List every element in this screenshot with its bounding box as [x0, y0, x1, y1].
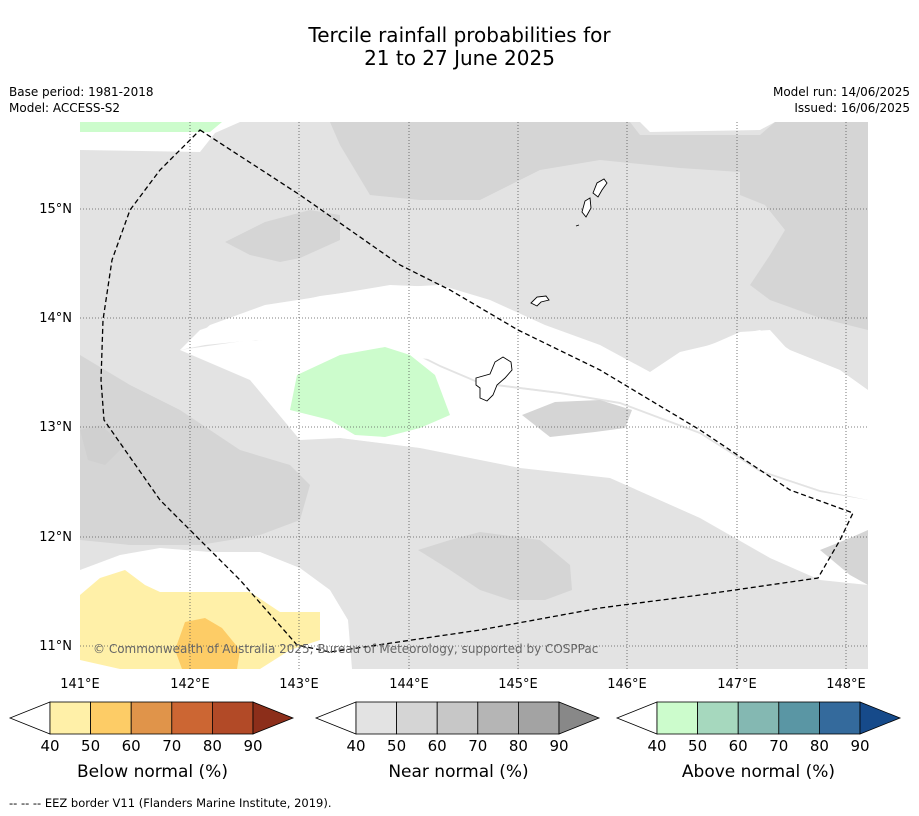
lat-tick-label: 14°N: [39, 311, 72, 326]
colorbar-extend-low: [314, 701, 357, 735]
below-normal-region-50: [175, 618, 240, 669]
probability-fields: [80, 122, 868, 669]
above-normal-region-north: [80, 122, 222, 132]
lat-tick-label: 11°N: [39, 639, 72, 654]
lon-tick-label: 144°E: [389, 677, 429, 692]
near-normal-50-west: [80, 355, 310, 545]
near-normal-50-west-inner: [80, 425, 125, 465]
colorbar-tick-label: 40: [647, 737, 666, 755]
issued-date: Issued: 16/06/2025: [794, 101, 910, 115]
colorbar-tick-label: 40: [346, 737, 365, 755]
colorbar-swatch: [737, 701, 780, 735]
lon-tick-label: 143°E: [279, 677, 319, 692]
lon-tick-label: 141°E: [60, 677, 100, 692]
colorbar-extend-low: [615, 701, 658, 735]
longitude-labels: 141°E 142°E 143°E 144°E 145°E 146°E 147°…: [60, 677, 866, 692]
colorbars: 40 50 60 70 80 90 40 50 60 70 80 90 40 50 60 70 80 90: [8, 701, 902, 755]
colorbar-tick-label: 70: [468, 737, 487, 755]
colorbar-extend-high: [252, 701, 295, 735]
lat-tick-label: 13°N: [39, 420, 72, 435]
colorbar-extend-high: [859, 701, 902, 735]
colorbar-tick-label: 80: [810, 737, 829, 755]
near-normal-50-east: [820, 530, 868, 585]
colorbar-swatch: [656, 701, 698, 735]
chart-title-line2: 21 to 27 June 2025: [364, 46, 555, 70]
model-run: Model run: 14/06/2025: [772, 85, 910, 99]
colorbar-swatch: [518, 701, 560, 735]
copyright-text: © Commonwealth of Australia 2025, Bureau…: [93, 642, 598, 656]
island-rota: [530, 295, 550, 307]
colorbar-tick-label: 50: [688, 737, 707, 755]
colorbar-swatch: [477, 701, 519, 735]
latitude-labels: 15°N 14°N 13°N 12°N 11°N: [39, 202, 72, 654]
colorbar-swatch: [355, 701, 397, 735]
island-aguijan: [575, 224, 580, 227]
probability-map: © Commonwealth of Australia 2025, Bureau…: [8, 122, 902, 755]
colorbar-swatch: [49, 701, 91, 735]
colorbar-tick-label: 70: [769, 737, 788, 755]
colorbar-swatch: [778, 701, 820, 735]
colorbar-extend-high: [558, 701, 601, 735]
colorbar-swatch: [396, 701, 438, 735]
near-normal-50-small: [225, 210, 340, 262]
islands: [475, 178, 608, 402]
near-normal-50-south: [418, 532, 572, 600]
base-period: Base period: 1981-2018: [9, 85, 154, 99]
colorbar-tick-label: 90: [850, 737, 869, 755]
island-tinian: [581, 197, 592, 218]
lon-tick-label: 142°E: [170, 677, 210, 692]
colorbar-tick-label: 50: [81, 737, 100, 755]
colorbar-label-below: Below normal (%): [77, 762, 228, 782]
colorbar-swatch: [436, 701, 479, 735]
colorbar-tick-label: 50: [387, 737, 406, 755]
colorbar-0: 40 50 60 70 80 90: [8, 701, 295, 755]
lon-tick-label: 147°E: [717, 677, 757, 692]
colorbar-tick-label: 80: [203, 737, 222, 755]
colorbar-tick-label: 90: [549, 737, 568, 755]
chart-title-line1: Tercile rainfall probabilities for: [308, 23, 611, 47]
colorbar-swatch: [211, 701, 254, 735]
above-normal-region-center: [290, 347, 450, 437]
lat-tick-label: 12°N: [39, 530, 72, 545]
colorbar-tick-label: 80: [509, 737, 528, 755]
colorbar-swatch: [697, 701, 739, 735]
colorbar-tick-label: 60: [428, 737, 447, 755]
colorbar-label-near: Near normal (%): [388, 762, 529, 782]
island-saipan: [592, 178, 608, 198]
eez-border-line: [100, 129, 854, 653]
colorbar-tick-label: 40: [40, 737, 59, 755]
near-normal-50-north: [330, 122, 868, 330]
lat-tick-label: 15°N: [39, 202, 72, 217]
colorbar-extend-low: [8, 701, 51, 735]
colorbar-swatch: [171, 701, 213, 735]
eez-footnote: -- -- -- EEZ border V11 (Flanders Marine…: [9, 796, 332, 810]
lon-tick-label: 148°E: [826, 677, 866, 692]
colorbar-swatch: [130, 701, 173, 735]
colorbar-2: 40 50 60 70 80 90: [615, 701, 902, 755]
near-normal-50-center: [522, 400, 632, 437]
colorbar-tick-label: 90: [243, 737, 262, 755]
island-guam: [475, 356, 513, 402]
model-name: Model: ACCESS-S2: [9, 101, 121, 115]
colorbar-swatch: [90, 701, 132, 735]
lon-tick-label: 145°E: [498, 677, 538, 692]
lon-tick-label: 146°E: [607, 677, 647, 692]
graticule: [80, 122, 868, 669]
white-channel: [180, 285, 868, 498]
colorbar-swatch: [819, 701, 861, 735]
colorbar-tick-label: 60: [729, 737, 748, 755]
colorbar-1: 40 50 60 70 80 90: [314, 701, 601, 755]
colorbar-tick-label: 60: [122, 737, 141, 755]
colorbar-tick-label: 70: [162, 737, 181, 755]
colorbar-label-above: Above normal (%): [681, 762, 836, 782]
